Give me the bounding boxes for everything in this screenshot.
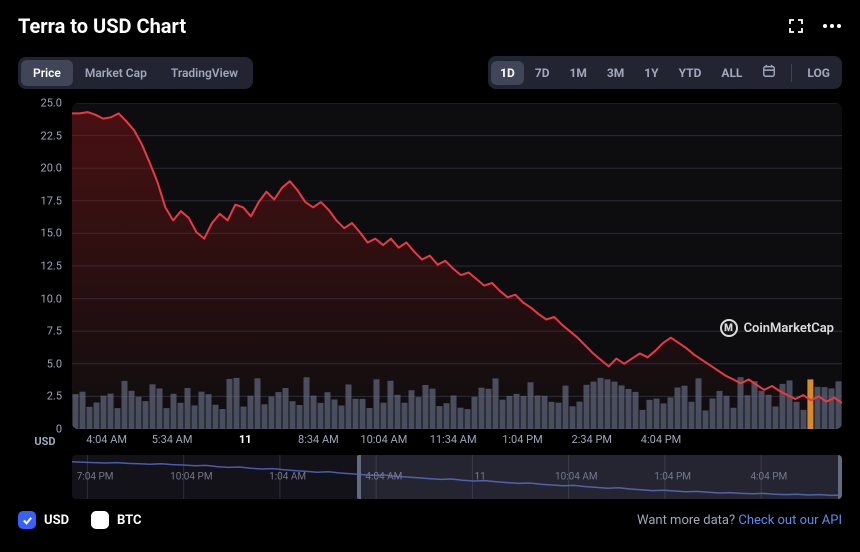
y-tick: 17.5 bbox=[41, 194, 62, 207]
left-tabs: PriceMarket CapTradingView bbox=[18, 57, 253, 89]
y-tick: 12.5 bbox=[41, 260, 62, 273]
x-tick: 4:04 PM bbox=[641, 433, 681, 446]
checkbox-btc[interactable] bbox=[91, 511, 109, 529]
chart-plot[interactable]: M CoinMarketCap bbox=[72, 103, 842, 429]
coinmarketcap-icon: M bbox=[720, 319, 738, 337]
log-toggle[interactable]: LOG bbox=[798, 61, 839, 85]
x-tick: 2:34 PM bbox=[572, 433, 612, 446]
y-tick: 5.0 bbox=[47, 357, 62, 370]
range-tabs: 1D7D1M3M1YYTDALL LOG bbox=[488, 56, 842, 89]
y-tick: 22.5 bbox=[41, 129, 62, 142]
range-1d[interactable]: 1D bbox=[491, 61, 524, 85]
x-axis: 4:04 AM 5:34 AM 11 8:34 AM 10:04 AM 11:34 AM 1… bbox=[72, 433, 842, 449]
api-cta: Want more data? Check out our API bbox=[637, 513, 842, 528]
axis-currency-label: USD bbox=[18, 433, 72, 449]
x-tick: 1:04 PM bbox=[502, 433, 542, 446]
range-7d[interactable]: 7D bbox=[526, 61, 559, 85]
y-tick: 15.0 bbox=[41, 227, 62, 240]
range-ytd[interactable]: YTD bbox=[670, 61, 711, 85]
brush-tick: 7:04 PM bbox=[77, 472, 114, 483]
tab-price[interactable]: Price bbox=[21, 60, 73, 86]
api-link[interactable]: Check out our API bbox=[738, 513, 842, 528]
x-tick: 4:04 AM bbox=[86, 433, 127, 446]
legend-usd[interactable]: USD bbox=[18, 511, 69, 529]
x-tick: 10:04 AM bbox=[360, 433, 407, 446]
x-tick: 8:34 AM bbox=[298, 433, 339, 446]
y-tick: 7.5 bbox=[47, 325, 62, 338]
legend-btc-label: BTC bbox=[117, 513, 142, 528]
range-3m[interactable]: 3M bbox=[598, 61, 633, 85]
y-tick: 0 bbox=[56, 423, 62, 436]
range-all[interactable]: ALL bbox=[712, 61, 751, 85]
x-tick: 11 bbox=[239, 433, 252, 446]
calendar-icon[interactable] bbox=[753, 59, 785, 86]
legend-btc[interactable]: BTC bbox=[91, 511, 142, 529]
range-brush[interactable]: 7:04 PM10:04 PM1:04 AM4:04 AM1110:04 AM1… bbox=[72, 455, 842, 499]
y-axis: 02.55.07.510.012.515.017.520.022.525.0 bbox=[18, 103, 66, 429]
brush-tick: 10:04 PM bbox=[170, 472, 212, 483]
checkbox-usd[interactable] bbox=[18, 511, 36, 529]
more-icon[interactable] bbox=[822, 16, 842, 36]
page-title: Terra to USD Chart bbox=[18, 14, 186, 38]
fullscreen-icon[interactable] bbox=[786, 16, 806, 36]
watermark-text: CoinMarketCap bbox=[744, 321, 834, 336]
brush-tick: 1:04 AM bbox=[269, 472, 306, 483]
x-tick: 11:34 AM bbox=[430, 433, 477, 446]
y-tick: 25.0 bbox=[41, 97, 62, 110]
y-tick: 20.0 bbox=[41, 162, 62, 175]
range-1m[interactable]: 1M bbox=[561, 61, 596, 85]
x-tick: 5:34 AM bbox=[152, 433, 193, 446]
tab-tradingview[interactable]: TradingView bbox=[159, 60, 250, 86]
range-1y[interactable]: 1Y bbox=[635, 61, 667, 85]
legend-usd-label: USD bbox=[44, 513, 69, 528]
tab-market-cap[interactable]: Market Cap bbox=[73, 60, 159, 86]
watermark: M CoinMarketCap bbox=[720, 319, 834, 337]
y-tick: 2.5 bbox=[47, 390, 62, 403]
y-tick: 10.0 bbox=[41, 292, 62, 305]
